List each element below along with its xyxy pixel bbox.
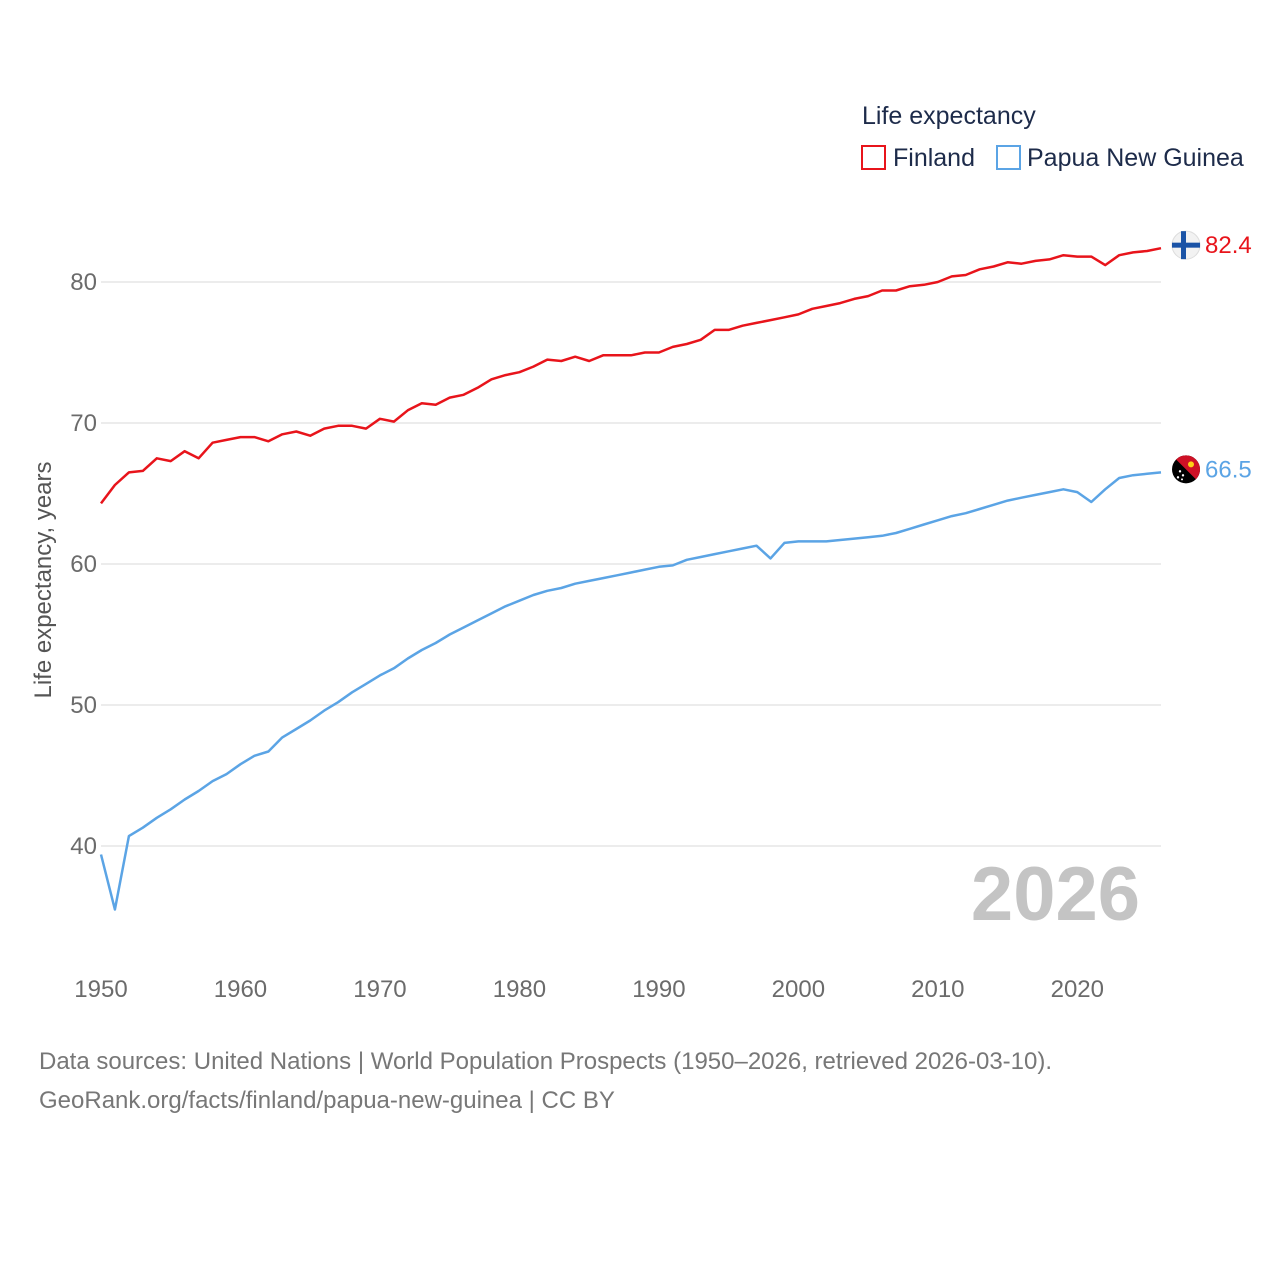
series-lines bbox=[99, 246, 1162, 911]
finland-flag-icon bbox=[1171, 230, 1201, 260]
series-line-finland[interactable] bbox=[100, 246, 1162, 505]
grid-lines bbox=[101, 281, 1161, 847]
x-tick-label: 1950 bbox=[74, 976, 127, 1003]
credit-line[interactable]: GeoRank.org/facts/finland/papua-new-guin… bbox=[39, 1087, 615, 1114]
y-axis-ticks: 40 50 60 70 80 bbox=[70, 269, 97, 860]
x-tick-label: 2020 bbox=[1051, 976, 1104, 1003]
x-tick-label: 2000 bbox=[772, 976, 825, 1003]
legend-label-papua-new-guinea: Papua New Guinea bbox=[1027, 144, 1244, 172]
series-line-papua-new-guinea[interactable] bbox=[99, 471, 1162, 911]
finland-end-value: 82.4 bbox=[1205, 232, 1252, 259]
legend: Life expectancy Finland Papua New Guinea bbox=[861, 102, 1244, 172]
x-tick-label: 2010 bbox=[911, 976, 964, 1003]
legend-item-finland[interactable]: Finland bbox=[861, 144, 975, 172]
x-axis-ticks: 1950 1960 1970 1980 1990 2000 2010 2020 bbox=[74, 976, 1104, 1003]
y-tick-label: 40 bbox=[70, 833, 97, 860]
y-tick-label: 70 bbox=[70, 410, 97, 437]
papua-new-guinea-flag-icon bbox=[1172, 455, 1200, 484]
finland-end-marker bbox=[1171, 230, 1201, 260]
legend-title: Life expectancy bbox=[862, 102, 1036, 130]
legend-swatch-papua-new-guinea bbox=[996, 145, 1021, 170]
y-tick-label: 60 bbox=[70, 551, 97, 578]
papua-new-guinea-end-marker bbox=[1172, 455, 1200, 484]
data-source-footer: Data sources: United Nations | World Pop… bbox=[39, 1042, 1239, 1120]
year-overlay: 2026 bbox=[971, 852, 1140, 937]
papua-new-guinea-end-value: 66.5 bbox=[1205, 456, 1252, 483]
source-line: Data sources: United Nations | World Pop… bbox=[39, 1048, 1053, 1075]
y-axis-label: Life expectancy, years bbox=[30, 461, 57, 698]
x-tick-label: 1990 bbox=[632, 976, 685, 1003]
x-tick-label: 1960 bbox=[214, 976, 267, 1003]
legend-swatch-finland bbox=[861, 145, 886, 170]
x-tick-label: 1970 bbox=[353, 976, 406, 1003]
x-tick-label: 1980 bbox=[493, 976, 546, 1003]
y-tick-label: 80 bbox=[70, 269, 97, 296]
legend-item-papua-new-guinea[interactable]: Papua New Guinea bbox=[996, 144, 1244, 172]
legend-label-finland: Finland bbox=[893, 144, 975, 172]
y-tick-label: 50 bbox=[70, 692, 97, 719]
